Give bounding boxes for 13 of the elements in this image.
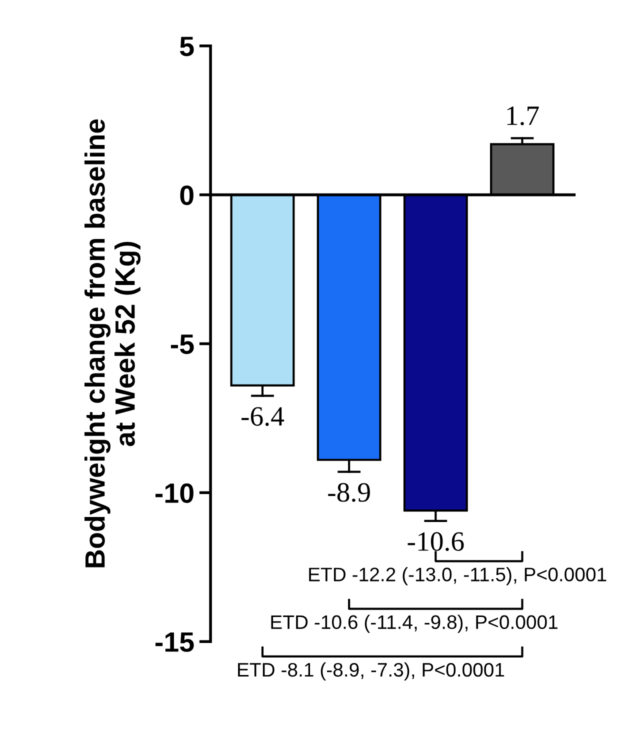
y-tick-label: 5	[180, 36, 194, 56]
y-tick-label: -5	[170, 334, 194, 354]
y-tick-label: -10	[156, 483, 194, 503]
annotation: ETD -12.2 (-13.0, -11.5), P<0.0001	[309, 567, 606, 586]
data-label: -6.4	[242, 407, 284, 426]
data-label: -10.6	[408, 532, 464, 552]
text: ETD -8.1 (-8.9, -7.3), P<0.0001	[238, 662, 504, 681]
data-label: -8.9	[328, 483, 370, 502]
y-tick-label: -15	[156, 632, 194, 652]
y-axis-title: Bodyweight change from baseline at Week 52 (Kg)	[84, 119, 141, 568]
annotation: ETD -10.6 (-11.4, -9.8), P<0.0001	[271, 614, 558, 633]
data-label: 1.7	[507, 106, 539, 126]
y-tick-label: 0	[180, 185, 194, 206]
